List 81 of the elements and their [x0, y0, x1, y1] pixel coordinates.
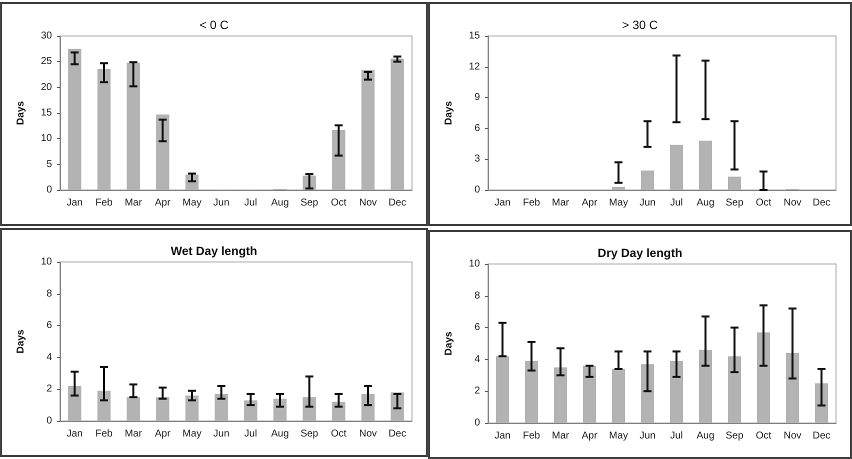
chart-title: Wet Day length [170, 244, 258, 258]
x-tick-label: May [182, 198, 202, 208]
y-tick-label: 0 [474, 184, 480, 196]
y-tick-label: 15 [40, 108, 52, 118]
y-tick-label: 0 [474, 418, 480, 428]
x-tick-label: Oct [756, 198, 772, 208]
y-tick-label: 2 [474, 386, 480, 397]
x-tick-label: Jan [66, 428, 83, 440]
y-tick-label: 5 [46, 158, 52, 170]
x-tick-label: May [182, 428, 202, 440]
y-tick-label: 9 [474, 92, 480, 104]
x-tick-label: Mar [552, 430, 570, 442]
x-tick-label: Feb [522, 430, 541, 442]
y-tick-label: 2 [46, 384, 52, 395]
x-tick-label: Dec [812, 198, 830, 208]
y-tick-label: 3 [474, 154, 480, 165]
y-tick-label: 8 [474, 290, 480, 302]
y-axis-title: Days [444, 100, 454, 125]
y-axis-title: Days [16, 100, 26, 125]
x-tick-label: Aug [271, 428, 289, 440]
x-tick-label: Oct [756, 430, 772, 442]
x-tick-label: Apr [154, 428, 172, 440]
x-tick-label: Jan [494, 430, 511, 442]
y-tick-label: 25 [40, 56, 52, 68]
x-tick-label: Apr [154, 198, 172, 208]
y-tick-label: 12 [468, 61, 480, 72]
x-tick-label: Mar [124, 428, 143, 440]
x-tick-label: Jul [670, 198, 683, 208]
x-tick-label: Jan [494, 198, 511, 208]
x-tick-label: Feb [95, 198, 114, 208]
x-tick-label: Jan [66, 198, 83, 208]
x-tick-label: Sep [726, 430, 744, 442]
y-tick-label: 4 [46, 352, 52, 363]
x-tick-label: Dec [388, 198, 406, 208]
y-tick-label: 6 [474, 122, 480, 134]
x-tick-label: Aug [696, 198, 714, 208]
y-tick-label: 10 [40, 256, 52, 268]
x-tick-label: Nov [784, 198, 802, 208]
x-tick-label: Sep [300, 428, 319, 440]
x-tick-label: Jun [213, 428, 230, 440]
x-tick-label: Oct [330, 428, 347, 440]
x-tick-label: Aug [271, 198, 289, 208]
x-tick-label: Nov [359, 428, 377, 440]
y-axis-title: Days [16, 329, 26, 354]
chart-title: > 30 C [622, 18, 658, 32]
x-tick-label: Jul [244, 428, 258, 440]
x-tick-label: Sep [300, 198, 319, 208]
x-tick-label: Jul [244, 198, 258, 208]
x-tick-label: Nov [784, 430, 802, 442]
x-tick-label: Mar [124, 198, 143, 208]
x-tick-label: Aug [696, 430, 714, 442]
chart-title: Dry Day length [598, 246, 682, 260]
x-tick-label: Apr [582, 430, 598, 442]
y-tick-label: 8 [46, 288, 52, 300]
chart-title: < 0 C [199, 18, 229, 32]
y-tick-label: 4 [474, 354, 480, 365]
y-tick-label: 30 [40, 30, 52, 42]
x-tick-label: Jun [213, 198, 230, 208]
x-tick-label: Jul [670, 430, 683, 442]
x-tick-label: Mar [552, 198, 570, 208]
x-tick-label: Sep [726, 198, 744, 208]
y-axis-title: Days [444, 331, 454, 356]
y-tick-label: 6 [474, 322, 480, 334]
y-tick-label: 15 [468, 30, 480, 42]
x-tick-label: Oct [330, 198, 347, 208]
x-tick-label: May [609, 198, 628, 208]
y-tick-label: 0 [46, 416, 52, 426]
x-tick-label: Jun [639, 430, 656, 442]
y-tick-label: 10 [40, 133, 52, 144]
y-tick-label: 6 [46, 320, 52, 332]
x-tick-label: Dec [812, 430, 830, 442]
x-tick-label: Nov [359, 198, 377, 208]
y-tick-label: 10 [468, 258, 480, 270]
x-tick-label: Feb [522, 198, 541, 208]
x-tick-label: Jun [639, 198, 656, 208]
x-tick-label: Apr [582, 198, 598, 208]
x-tick-label: Dec [388, 428, 406, 440]
y-tick-label: 0 [46, 184, 52, 196]
x-tick-label: Feb [95, 428, 114, 440]
x-tick-label: May [609, 430, 628, 442]
y-tick-label: 20 [40, 82, 52, 93]
